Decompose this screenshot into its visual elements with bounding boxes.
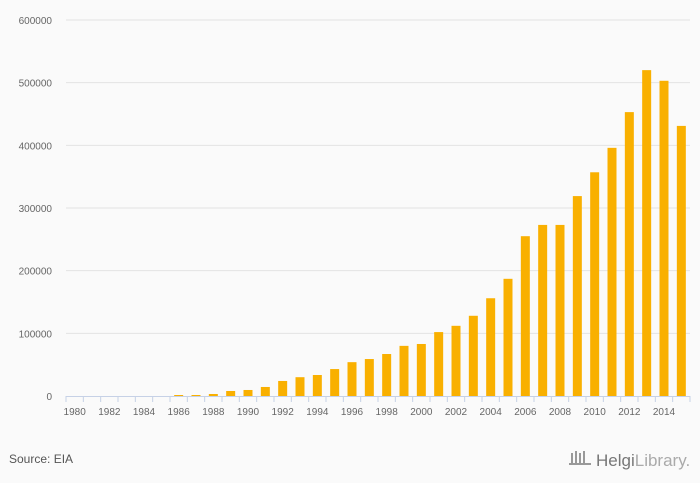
bar-2012 bbox=[624, 112, 634, 397]
bar-1994 bbox=[312, 375, 322, 396]
bar-1995 bbox=[330, 369, 340, 396]
y-tick-label: 300000 bbox=[19, 204, 53, 215]
bar-1996 bbox=[347, 362, 357, 396]
x-tick-label: 2008 bbox=[549, 407, 572, 418]
x-tick-label: 1990 bbox=[237, 407, 260, 418]
bar-2010 bbox=[590, 172, 600, 396]
bar-1987 bbox=[191, 394, 201, 396]
bar-1991 bbox=[260, 386, 270, 396]
x-tick-label: 1996 bbox=[341, 407, 364, 418]
bar-2015 bbox=[676, 125, 686, 396]
bar-chart: 0 100000 200000 300000 400000 500000 600000 198… bbox=[19, 16, 691, 418]
y-tick-label: 0 bbox=[46, 392, 52, 403]
helgi-library-logo[interactable]: HelgiLibrary. bbox=[568, 449, 690, 472]
bar-1990 bbox=[243, 389, 253, 396]
bar-2002 bbox=[451, 325, 461, 396]
y-tick-label: 100000 bbox=[19, 329, 53, 340]
x-tick-label: 2012 bbox=[618, 407, 641, 418]
y-tick-label: 500000 bbox=[19, 79, 53, 90]
bar-1992 bbox=[278, 380, 288, 396]
bar-2001 bbox=[434, 332, 444, 396]
y-tick-label: 200000 bbox=[19, 267, 53, 278]
x-tick-label: 1998 bbox=[376, 407, 399, 418]
x-tick-label: 2000 bbox=[410, 407, 433, 418]
bar-2000 bbox=[416, 343, 426, 396]
bar-1988 bbox=[208, 393, 218, 396]
bar-2004 bbox=[486, 298, 496, 396]
bar-2005 bbox=[503, 278, 513, 396]
bar-1986 bbox=[174, 394, 184, 396]
x-tick-label: 1980 bbox=[64, 407, 87, 418]
x-tick-label: 1992 bbox=[272, 407, 295, 418]
source-note: Source: EIA bbox=[9, 452, 74, 466]
bar-1999 bbox=[399, 345, 409, 396]
bar-2013 bbox=[642, 70, 652, 396]
bar-2008 bbox=[555, 224, 565, 396]
bar-2007 bbox=[538, 224, 548, 396]
x-tick-label: 1984 bbox=[133, 407, 156, 418]
x-tick-label: 2004 bbox=[480, 407, 503, 418]
x-tick-label: 2010 bbox=[584, 407, 607, 418]
bar-2014 bbox=[659, 80, 669, 396]
bar-2009 bbox=[572, 196, 582, 396]
x-tick-label: 1982 bbox=[98, 407, 121, 418]
logo-text-library: Library. bbox=[634, 450, 691, 470]
x-tick-label: 2002 bbox=[445, 407, 468, 418]
y-tick-label: 400000 bbox=[19, 141, 53, 152]
x-tick-label: 1986 bbox=[168, 407, 191, 418]
bar-1989 bbox=[226, 390, 236, 396]
bar-2003 bbox=[468, 315, 478, 396]
y-tick-label: 600000 bbox=[19, 16, 53, 27]
bar-1993 bbox=[295, 377, 305, 396]
x-tick-label: 2014 bbox=[653, 407, 676, 418]
x-tick-label: 2006 bbox=[514, 407, 537, 418]
bar-1998 bbox=[382, 354, 392, 396]
bar-2006 bbox=[520, 236, 530, 396]
bar-1997 bbox=[364, 359, 374, 396]
x-tick-label: 1988 bbox=[202, 407, 225, 418]
bar-2011 bbox=[607, 147, 617, 396]
library-building-icon bbox=[568, 449, 592, 472]
logo-text-helgi: Helgi bbox=[596, 450, 635, 470]
x-tick-label: 1994 bbox=[306, 407, 329, 418]
